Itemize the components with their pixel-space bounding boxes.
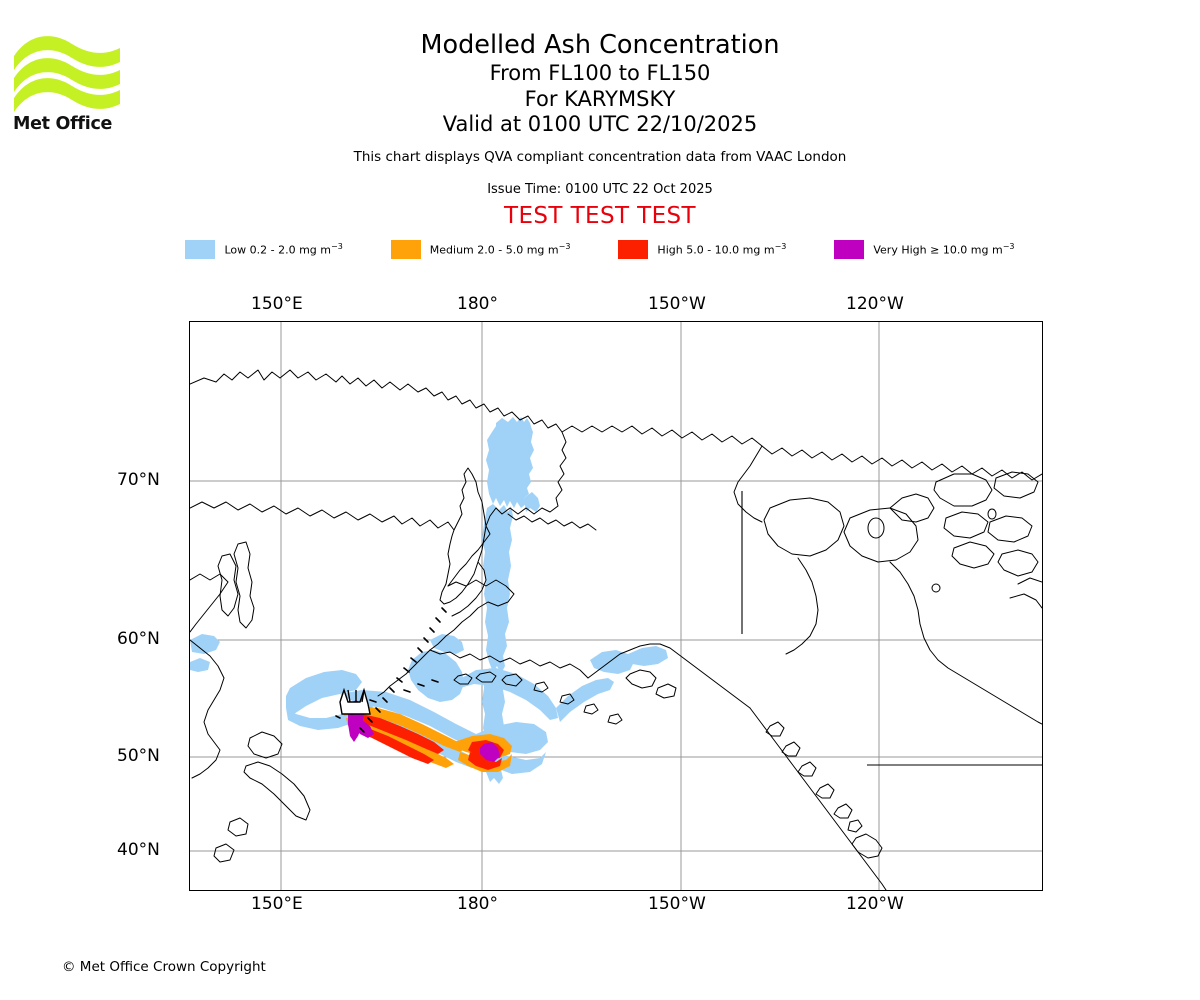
legend-swatch-very-high: [834, 240, 865, 259]
met-office-wordmark: Met Office: [13, 114, 113, 134]
copyright-notice: © Met Office Crown Copyright: [62, 959, 266, 975]
legend-item-low: Low 0.2 - 2.0 mg m−3: [185, 240, 343, 259]
lon-label-top-120w: 120°W: [846, 294, 904, 314]
political-borders: [741, 491, 1042, 766]
qva-note: This chart displays QVA compliant concen…: [353, 148, 847, 165]
legend-swatch-medium: [390, 240, 421, 259]
legend-label-very-high: Very High ≥ 10.0 mg m−3: [873, 242, 1015, 257]
ash-concentration-map[interactable]: [189, 321, 1043, 891]
map-frame: [189, 321, 1043, 891]
met-office-logo: Met Office: [12, 26, 122, 134]
legend-swatch-low: [185, 240, 216, 259]
lon-label-bottom-120w: 120°W: [846, 894, 904, 914]
lon-label-top-150w: 150°W: [648, 294, 706, 314]
test-banner: TEST TEST TEST: [504, 202, 696, 229]
legend-label-low: Low 0.2 - 2.0 mg m−3: [224, 242, 343, 257]
page-title: Modelled Ash Concentration: [420, 30, 780, 60]
map-coastlines: [190, 369, 1042, 890]
issue-time: Issue Time: 0100 UTC 22 Oct 2025: [487, 181, 713, 197]
lat-label-40n: 40°N: [117, 840, 160, 860]
lat-label-50n: 50°N: [117, 746, 160, 766]
lon-label-top-180: 180°: [457, 294, 498, 314]
lon-label-bottom-150e: 150°E: [251, 894, 303, 914]
legend-item-very-high: Very High ≥ 10.0 mg m−3: [834, 240, 1015, 259]
legend-item-medium: Medium 2.0 - 5.0 mg m−3: [390, 240, 571, 259]
lon-label-bottom-180: 180°: [457, 894, 498, 914]
lat-label-60n: 60°N: [117, 629, 160, 649]
map-gridlines: [190, 322, 1042, 890]
legend-swatch-high: [618, 240, 649, 259]
legend-item-high: High 5.0 - 10.0 mg m−3: [618, 240, 786, 259]
lon-label-bottom-150w: 150°W: [648, 894, 706, 914]
lat-label-70n: 70°N: [117, 470, 160, 490]
chart-title-block: Modelled Ash Concentration From FL100 to…: [0, 0, 1200, 229]
valid-time: Valid at 0100 UTC 22/10/2025: [442, 112, 758, 136]
concentration-legend: Low 0.2 - 2.0 mg m−3 Medium 2.0 - 5.0 mg…: [0, 240, 1200, 259]
volcano-name: For KARYMSKY: [524, 86, 676, 111]
volcano-marker-icon: [339, 687, 371, 715]
legend-label-high: High 5.0 - 10.0 mg m−3: [657, 242, 787, 257]
map-canvas: [190, 322, 1042, 890]
flight-level-range: From FL100 to FL150: [489, 61, 711, 85]
lon-label-top-150e: 150°E: [251, 294, 303, 314]
met-office-wave-mark: [14, 36, 120, 112]
legend-label-medium: Medium 2.0 - 5.0 mg m−3: [429, 242, 571, 257]
